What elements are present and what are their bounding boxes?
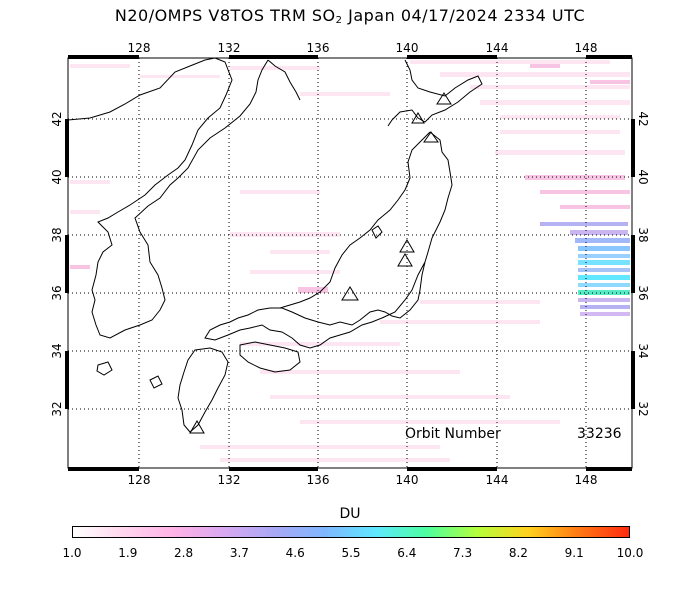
colorbar-title: DU — [339, 506, 361, 522]
lat-label-right: 32 — [636, 401, 650, 416]
colorbar-tick-label: 9.1 — [564, 546, 584, 560]
lon-label-bottom: 148 — [575, 473, 598, 487]
lon-label-top: 136 — [307, 41, 330, 55]
lon-label-bottom: 132 — [218, 473, 241, 487]
colorbar-tick-label: 5.5 — [341, 546, 361, 560]
volcano-icon — [436, 92, 452, 105]
lat-label-left: 32 — [50, 401, 64, 416]
volcano-icon — [341, 286, 359, 301]
colorbar-tick-label: 2.8 — [174, 546, 194, 560]
lat-label-right: 38 — [636, 227, 650, 242]
lat-label-left: 36 — [50, 285, 64, 300]
graticule — [68, 58, 632, 468]
orbit-number-value: 33236 — [577, 426, 622, 442]
colorbar-tick-label: 10.0 — [616, 546, 644, 560]
lat-label-right: 40 — [636, 169, 650, 184]
lat-label-right: 36 — [636, 285, 650, 300]
colorbar-tick-label: 6.4 — [397, 546, 417, 560]
lat-label-right: 34 — [636, 343, 650, 358]
lat-label-left: 42 — [50, 111, 64, 126]
lon-label-top: 140 — [396, 41, 419, 55]
colorbar-tick-label: 4.6 — [285, 546, 305, 560]
colorbar-tick-label: 7.3 — [453, 546, 473, 560]
volcano-markers — [189, 92, 452, 434]
colorbar-tick-label: 3.7 — [229, 546, 249, 560]
volcano-icon — [411, 112, 425, 124]
colorbar-tick-label: 8.2 — [508, 546, 528, 560]
lat-label-right: 42 — [636, 111, 650, 126]
orbit-number-label: Orbit Number — [405, 426, 501, 442]
map-title: N20/OMPS V8TOS TRM SO2 Japan 04/17/2024 … — [114, 6, 586, 26]
volcano-icon — [423, 131, 439, 143]
lon-label-top: 144 — [486, 41, 509, 55]
lat-label-left: 38 — [50, 227, 64, 242]
lat-label-left: 34 — [50, 343, 64, 358]
lat-label-left: 40 — [50, 169, 64, 184]
coastlines — [68, 58, 483, 433]
lon-label-bottom: 128 — [128, 473, 151, 487]
colorbar-tick-label: 1.9 — [118, 546, 138, 560]
lon-label-bottom: 140 — [396, 473, 419, 487]
volcano-icon — [399, 239, 415, 253]
colorbar-tick-label: 1.0 — [62, 546, 82, 560]
so2-swath — [70, 60, 630, 462]
lon-label-top: 132 — [218, 41, 241, 55]
lon-label-bottom: 144 — [486, 473, 509, 487]
volcano-icon — [397, 253, 413, 267]
lon-label-top: 148 — [575, 41, 598, 55]
lon-label-bottom: 136 — [307, 473, 330, 487]
lon-label-top: 128 — [128, 41, 151, 55]
volcano-icon — [189, 420, 205, 434]
colorbar — [72, 526, 630, 538]
